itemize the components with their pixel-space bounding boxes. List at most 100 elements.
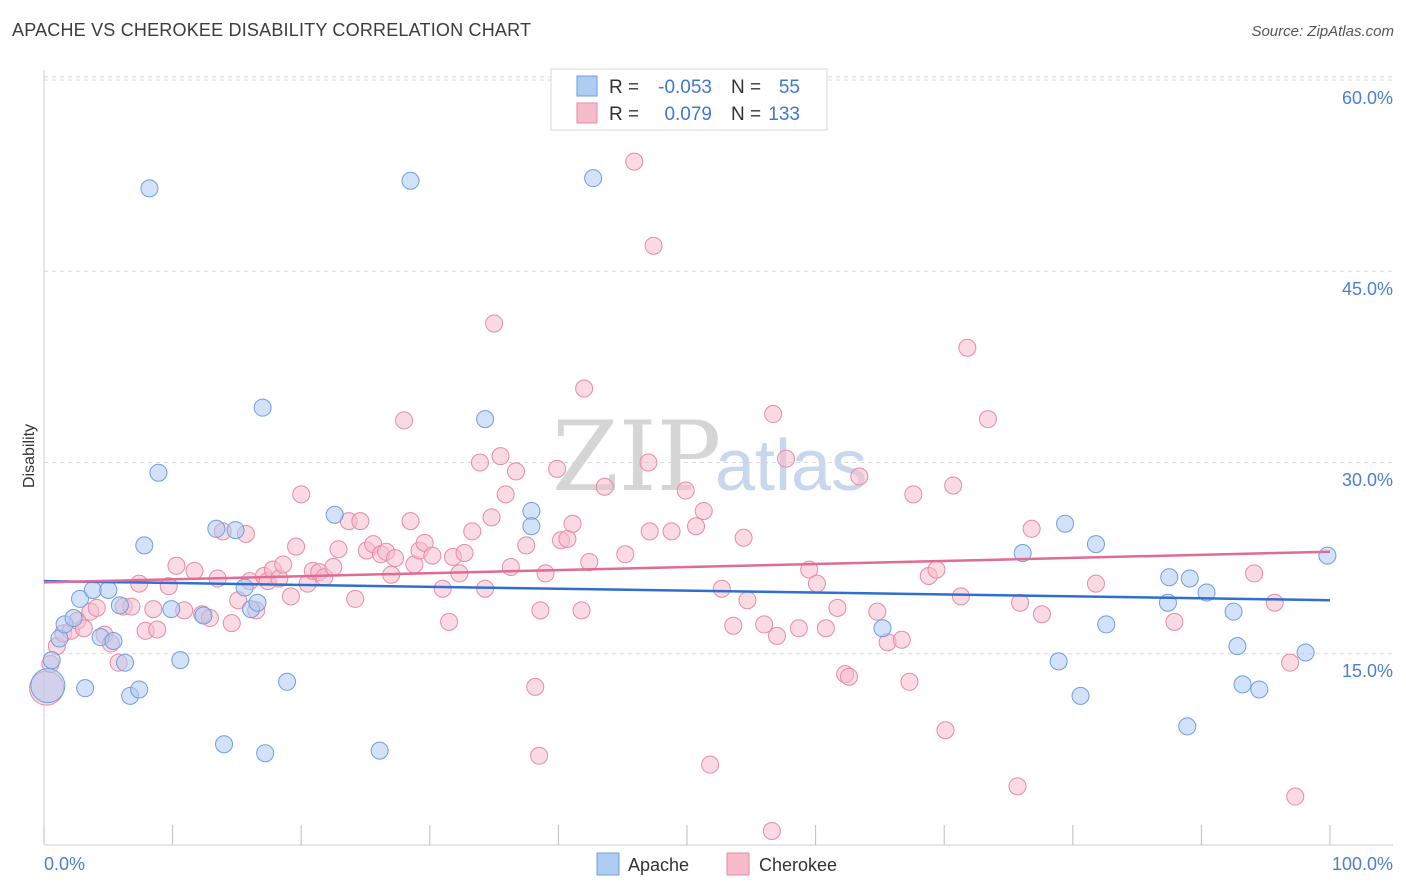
cherokee-point-68 <box>482 508 501 527</box>
apache-point-10 <box>104 632 123 650</box>
cherokee-point-125 <box>1008 777 1027 796</box>
apache-point-40 <box>1056 514 1075 533</box>
y-tick-label-30: 30.0% <box>1342 470 1393 490</box>
cherokee-point-123 <box>958 338 977 357</box>
cherokee-point-70 <box>491 447 510 466</box>
cherokee-point-122 <box>951 587 970 606</box>
apache-point-28 <box>256 744 275 763</box>
cherokee-point-93 <box>687 517 706 536</box>
apache-point-0 <box>30 668 66 704</box>
cherokee-point-16 <box>144 600 163 619</box>
legend-apache-n-value: 55 <box>779 77 800 98</box>
cherokee-point-53 <box>386 549 405 568</box>
apache-point-52 <box>1250 680 1269 699</box>
cherokee-point-80 <box>558 530 577 548</box>
legend-cherokee-n-value: 133 <box>768 104 800 125</box>
legend-swatch-apache <box>576 75 598 97</box>
cherokee-point-36 <box>281 587 300 606</box>
cherokee-point-55 <box>401 512 420 531</box>
apache-point-15 <box>135 536 154 555</box>
apache-point-14 <box>130 680 149 699</box>
cherokee-point-74 <box>517 536 536 555</box>
cherokee-point-84 <box>580 552 599 571</box>
cherokee-point-135 <box>530 746 549 765</box>
cherokee-point-103 <box>768 626 787 645</box>
legend-swatch-cherokee <box>576 102 598 124</box>
cherokee-point-21 <box>185 561 204 580</box>
cherokee-point-99 <box>738 591 757 610</box>
cherokee-point-92 <box>676 481 695 500</box>
cherokee-point-54 <box>395 411 414 430</box>
series-legend: Apache Cherokee <box>596 852 837 876</box>
apache-point-43 <box>1097 615 1116 634</box>
legend-apache-n-label: N = <box>731 77 761 98</box>
apache-point-19 <box>171 651 190 670</box>
apache-point-48 <box>1197 583 1216 602</box>
cherokee-point-72 <box>501 558 520 577</box>
cherokee-point-101 <box>762 821 781 840</box>
cherokee-point-102 <box>764 405 783 424</box>
cherokee-point-71 <box>496 485 515 504</box>
y-tick-label-15: 15.0% <box>1342 661 1393 681</box>
apache-point-11 <box>110 596 129 615</box>
cherokee-point-85 <box>595 477 614 496</box>
bottom-legend-swatch-apache <box>596 852 620 876</box>
cherokee-point-43 <box>324 558 343 577</box>
cherokee-point-91 <box>662 522 681 541</box>
cherokee-point-130 <box>1165 612 1184 631</box>
cherokee-point-100 <box>755 615 774 634</box>
x-tick-label-max: 100.0% <box>1332 854 1393 874</box>
cherokee-point-78 <box>548 459 567 478</box>
legend-cherokee-n-label: N = <box>731 104 761 125</box>
cherokee-point-132 <box>1265 593 1284 612</box>
apache-point-18 <box>162 600 181 619</box>
cherokee-point-8 <box>87 598 106 617</box>
cherokee-point-129 <box>1086 574 1105 593</box>
cherokee-point-109 <box>828 598 847 617</box>
apache-point-17 <box>149 463 168 482</box>
apache-point-29 <box>278 672 297 691</box>
apache-point-22 <box>215 735 234 754</box>
cherokee-point-94 <box>694 501 713 520</box>
cherokee-point-120 <box>936 721 955 740</box>
cherokee-point-64 <box>455 544 474 563</box>
apache-trend-line <box>43 579 1331 602</box>
cherokee-point-126 <box>1011 593 1030 612</box>
cherokee-point-26 <box>222 614 241 633</box>
cherokee-point-105 <box>789 619 808 638</box>
axes <box>43 70 1393 846</box>
apache-point-31 <box>370 741 389 760</box>
cherokee-point-88 <box>639 453 658 472</box>
watermark-zip: ZIP <box>552 401 721 513</box>
apache-point-37 <box>873 619 892 638</box>
apache-point-34 <box>522 501 541 520</box>
cherokee-point-86 <box>616 545 635 564</box>
cherokee-point-59 <box>423 546 442 565</box>
apache-point-21 <box>207 519 226 538</box>
legend-cherokee-r-label: R = <box>609 104 639 125</box>
cherokee-point-131 <box>1245 564 1264 583</box>
apache-point-23 <box>226 521 245 540</box>
apache-point-30 <box>325 505 344 524</box>
y-tick-label-45: 45.0% <box>1342 279 1393 299</box>
apache-point-12 <box>116 653 135 672</box>
data-points <box>29 152 1337 840</box>
apache-point-47 <box>1180 569 1199 588</box>
apache-point-32 <box>401 171 420 190</box>
cherokee-point-66 <box>470 453 489 472</box>
trend-lines <box>43 550 1331 602</box>
apache-point-6 <box>76 679 95 698</box>
cherokee-point-61 <box>440 612 459 631</box>
cherokee-point-113 <box>868 602 887 621</box>
chart-source: Source: ZipAtlas.com <box>1251 23 1394 40</box>
apache-point-41 <box>1071 686 1090 705</box>
apache-point-20 <box>194 606 213 625</box>
cherokee-point-89 <box>640 522 659 541</box>
y-tick-labels: 15.0% 30.0% 45.0% 60.0% <box>1342 88 1393 681</box>
apache-point-42 <box>1086 535 1105 554</box>
apache-point-49 <box>1224 602 1243 621</box>
cherokee-point-87 <box>625 152 644 171</box>
legend-cherokee-r-value: 0.079 <box>664 104 712 125</box>
apache-point-1 <box>42 651 61 670</box>
cherokee-point-73 <box>506 462 525 481</box>
